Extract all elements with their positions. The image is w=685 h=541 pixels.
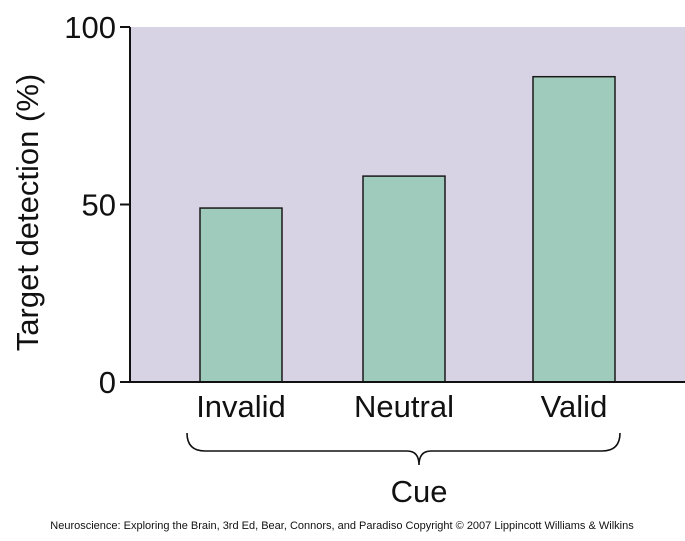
bar-valid xyxy=(532,75,616,383)
x-axis-title: Cue xyxy=(391,474,448,509)
x-category-label: Invalid xyxy=(196,389,286,424)
bar-neutral xyxy=(362,175,446,383)
x-category-label: Neutral xyxy=(354,389,454,424)
y-tick-label: 50 xyxy=(82,188,116,223)
y-tick-label: 100 xyxy=(64,10,116,45)
category-group-brace xyxy=(186,432,621,466)
y-tick-label: 0 xyxy=(99,365,116,400)
x-category-label: Valid xyxy=(541,389,608,424)
y-axis-title: Target detection (%) xyxy=(10,74,45,351)
copyright-credit: Neuroscience: Exploring the Brain, 3rd E… xyxy=(50,520,634,532)
bar-invalid xyxy=(199,207,283,383)
